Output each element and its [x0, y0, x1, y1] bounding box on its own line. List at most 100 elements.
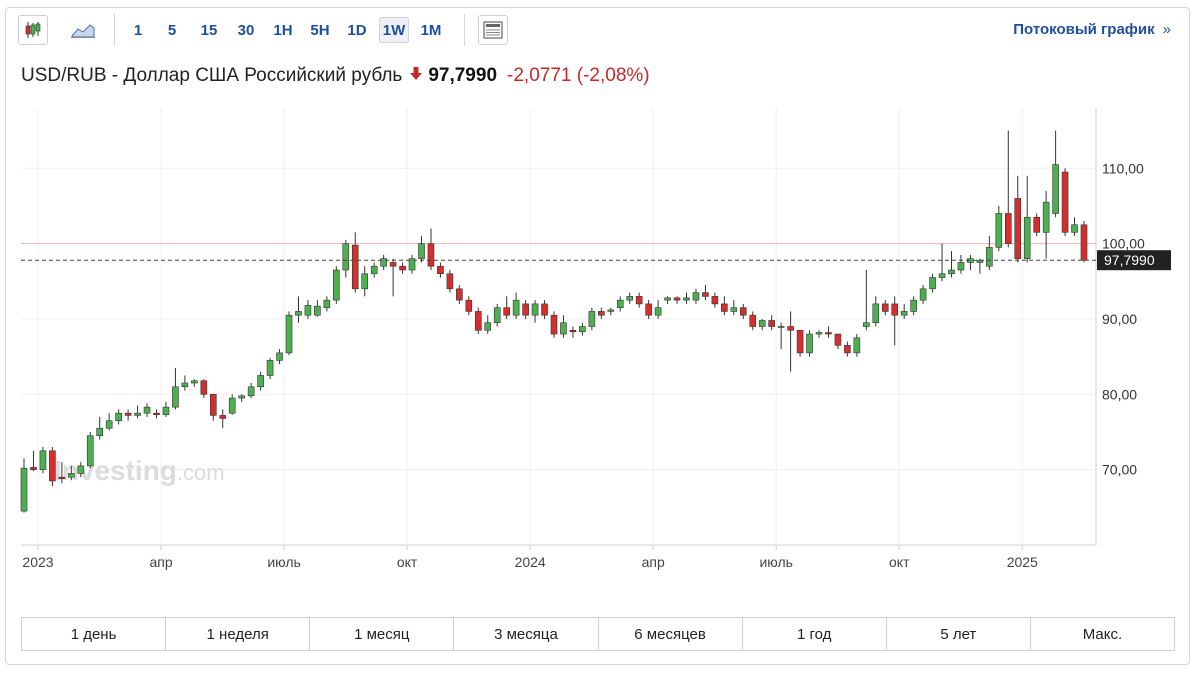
- streaming-chart-link[interactable]: Потоковый график »: [1013, 21, 1171, 38]
- candlestick-icon[interactable]: [18, 15, 48, 45]
- layout-icon[interactable]: [478, 15, 508, 45]
- range-selector: 1 день 1 неделя 1 месяц 3 месяца 6 месяц…: [21, 617, 1175, 651]
- candle-body: [598, 311, 605, 316]
- area-chart-icon[interactable]: [68, 15, 98, 45]
- candle-body: [408, 258, 416, 271]
- double-chevron-right-icon: »: [1162, 21, 1171, 38]
- range-1-day[interactable]: 1 день: [22, 618, 167, 650]
- candle-body: [702, 292, 709, 297]
- candle-body: [257, 375, 264, 388]
- x-tick-label: окт: [397, 554, 418, 570]
- candle-body: [484, 322, 492, 331]
- interval-1m[interactable]: 1M: [420, 21, 442, 39]
- range-1-year[interactable]: 1 год: [743, 618, 887, 650]
- interval-5h[interactable]: 5H: [310, 21, 330, 39]
- candle-body: [730, 307, 738, 312]
- candle-body: [304, 305, 312, 316]
- candle-body: [77, 465, 85, 474]
- candle-body: [115, 412, 122, 421]
- candle-body: [863, 322, 870, 327]
- candle-body: [550, 314, 558, 335]
- candle-body: [86, 435, 94, 467]
- candle-body: [626, 296, 634, 301]
- candle-body: [238, 395, 245, 399]
- candle-body: [654, 307, 662, 316]
- candle-body: [39, 450, 47, 470]
- range-3-months[interactable]: 3 месяца: [454, 618, 599, 650]
- candle-body: [881, 303, 889, 312]
- interval-5[interactable]: 5: [167, 21, 177, 39]
- y-tick-label: 100,00: [1102, 236, 1145, 252]
- watermark-logo: Investing.com: [54, 455, 225, 486]
- x-tick-label: июль: [267, 554, 300, 570]
- current-price-label: 97,7990: [1104, 252, 1155, 268]
- candle-body: [664, 297, 671, 301]
- y-tick-label: 90,00: [1102, 311, 1137, 327]
- candle-body: [446, 273, 454, 290]
- candle-body: [635, 296, 643, 305]
- quote-header: USD/RUB - Доллар США Российский рубль 97…: [21, 65, 650, 87]
- candle-body: [351, 244, 359, 290]
- candle-body: [844, 345, 851, 354]
- candle-body: [815, 332, 823, 335]
- candle-body: [209, 394, 217, 416]
- range-1-week[interactable]: 1 неделя: [166, 618, 311, 650]
- candle-body: [96, 427, 104, 437]
- candle-body: [1080, 224, 1088, 261]
- candle-body: [834, 333, 842, 346]
- x-tick-label: окт: [889, 554, 910, 570]
- candle-body: [853, 337, 861, 354]
- candle-body: [758, 320, 766, 327]
- chart-toolbar: 1 5 15 30 1H 5H 1D 1W 1M Потоковый графи…: [6, 8, 1189, 52]
- candle-body: [1014, 198, 1022, 259]
- candle-body: [711, 296, 719, 305]
- candle-body: [285, 314, 293, 354]
- candle-body: [314, 305, 321, 316]
- toolbar-divider: [464, 14, 465, 46]
- candle-body: [30, 467, 37, 470]
- candle-body: [181, 382, 189, 388]
- range-6-months[interactable]: 6 месяцев: [599, 618, 743, 650]
- candle-body: [361, 273, 369, 290]
- instrument-name: USD/RUB - Доллар США Российский рубль: [21, 65, 403, 86]
- x-tick-label: апр: [149, 554, 172, 570]
- candle-body: [418, 243, 425, 259]
- interval-30[interactable]: 30: [237, 21, 255, 39]
- range-max[interactable]: Макс.: [1082, 625, 1123, 643]
- candle-body: [342, 243, 350, 271]
- candle-body: [276, 352, 283, 361]
- interval-1[interactable]: 1: [133, 21, 143, 39]
- candle-body: [172, 386, 179, 408]
- candle-body: [721, 303, 728, 312]
- range-5-years[interactable]: 5 лет: [887, 618, 1031, 650]
- interval-1h[interactable]: 1H: [273, 21, 293, 39]
- candle-body: [493, 307, 501, 324]
- streaming-chart-label: Потоковый график: [1013, 21, 1155, 38]
- x-tick-label: 2023: [22, 554, 53, 570]
- candle-body: [58, 476, 66, 479]
- interval-1w[interactable]: 1W: [379, 17, 409, 43]
- candle-body: [825, 332, 832, 335]
- candle-body: [749, 314, 757, 327]
- candle-body: [541, 303, 548, 316]
- candle-body: [105, 420, 113, 429]
- candle-body: [143, 406, 151, 414]
- candle-body: [938, 273, 946, 278]
- candle-body: [522, 303, 529, 316]
- interval-1d[interactable]: 1D: [347, 21, 367, 39]
- range-1-month[interactable]: 1 месяц: [310, 618, 455, 650]
- candle-body: [957, 262, 965, 271]
- candle-body: [427, 243, 435, 267]
- candle-body: [616, 299, 624, 308]
- price-chart[interactable]: 2023 апр июль окт 2024 апр июль окт 2025 70,00 80,…: [6, 8, 1191, 608]
- interval-15[interactable]: 15: [200, 21, 218, 39]
- x-tick-label: июль: [759, 554, 792, 570]
- candle-body: [777, 326, 785, 328]
- candle-body: [49, 450, 56, 482]
- candle-body: [645, 303, 652, 316]
- candle-body: [474, 311, 482, 331]
- candle-body: [768, 320, 775, 327]
- candle-body: [607, 309, 615, 312]
- candle-body: [787, 326, 794, 331]
- candle-body: [134, 412, 141, 416]
